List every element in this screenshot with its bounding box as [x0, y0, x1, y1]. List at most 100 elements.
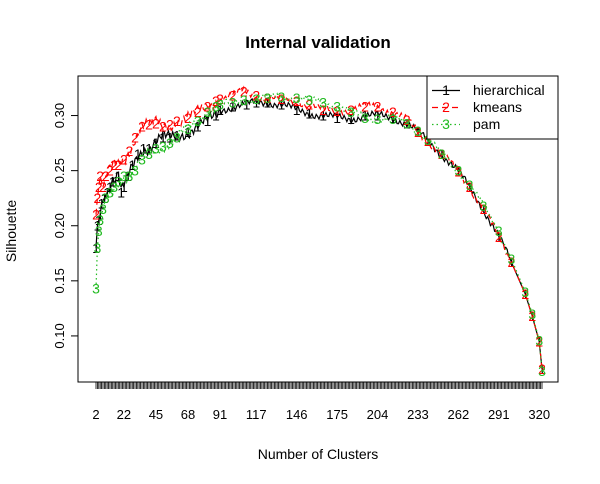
series-marker: 3 — [204, 104, 212, 120]
series-marker: 1 — [152, 135, 160, 151]
series-marker: 3 — [293, 90, 301, 106]
legend: 1 hierarchical 2 kmeans 3 pam — [426, 75, 559, 140]
series-marker: 2 — [277, 91, 285, 107]
legend-label: pam — [473, 116, 500, 132]
series-marker: 1 — [120, 179, 128, 195]
series-marker: 3 — [347, 104, 355, 120]
series-marker: 2 — [240, 83, 248, 99]
series-marker: 1 — [521, 286, 529, 302]
series-marker: 3 — [212, 99, 220, 115]
series-marker: 1 — [166, 130, 174, 146]
series-marker: 3 — [374, 111, 382, 127]
series-marker: 2 — [333, 103, 341, 119]
legend-marker: 3 — [442, 116, 450, 132]
series-marker: 2 — [166, 116, 174, 132]
series-marker: 2 — [374, 99, 382, 115]
series-marker: 1 — [204, 113, 212, 129]
series-marker: 1 — [103, 185, 111, 201]
series-marker: 2 — [106, 163, 114, 179]
series-marker: 3 — [535, 332, 543, 348]
series-marker: 1 — [92, 240, 100, 256]
x-tick-label: 233 — [407, 407, 429, 422]
series-marker: 2 — [102, 168, 110, 184]
chart-title: Internal validation — [245, 33, 390, 52]
series-marker: 3 — [507, 251, 515, 267]
x-axis-label: Number of Clusters — [258, 446, 379, 462]
series-marker: 1 — [212, 108, 220, 124]
series-marker: 2 — [389, 104, 397, 120]
series-marker: 2 — [96, 168, 104, 184]
series-marker: 3 — [319, 94, 327, 110]
series-marker: 3 — [126, 168, 134, 184]
series-marker: 3 — [538, 363, 546, 379]
y-tick-label: 0.30 — [52, 103, 67, 128]
series-marker: 1 — [333, 110, 341, 126]
series-marker: 1 — [100, 190, 108, 206]
y-axis: 0.10 0.15 0.20 0.25 0.30 — [52, 103, 78, 349]
series-marker: 3 — [145, 146, 153, 162]
series-marker: 1 — [194, 119, 202, 135]
series-marker: 2 — [454, 164, 462, 180]
series-marker: 2 — [110, 157, 118, 173]
x-tick-label: 68 — [181, 407, 195, 422]
series-marker: 2 — [229, 88, 237, 104]
series-marker: 1 — [361, 108, 369, 124]
series-marker: 2 — [92, 207, 100, 223]
series-marker: 2 — [184, 110, 192, 126]
series-marker: 3 — [114, 174, 122, 190]
series-marker: 2 — [159, 119, 167, 135]
series-marker: 2 — [145, 116, 153, 132]
series-marker: 1 — [159, 130, 167, 146]
series-marker: 2 — [173, 113, 181, 129]
series-marker: 3 — [466, 177, 474, 193]
series-marker: 1 — [252, 94, 260, 110]
series-marker: 3 — [95, 223, 103, 239]
series-marker: 3 — [454, 163, 462, 179]
series-marker: 2 — [414, 124, 422, 140]
y-tick-label: 0.10 — [52, 323, 67, 348]
series-marker: 2 — [528, 308, 536, 324]
series-marker: 3 — [194, 113, 202, 129]
series-marker: 3 — [480, 198, 488, 214]
series-marker: 1 — [424, 133, 432, 149]
series-marker: 2 — [361, 99, 369, 115]
series-marker: 3 — [521, 284, 529, 300]
x-axis-ticks — [95, 381, 543, 389]
series-marker: 3 — [216, 97, 224, 113]
x-tick-label: 291 — [488, 407, 510, 422]
series-marker: 2 — [521, 286, 529, 302]
series-marker: 2 — [480, 201, 488, 217]
series-marker: 3 — [138, 152, 146, 168]
series-marker: 1 — [403, 115, 411, 131]
series-marker: 2 — [99, 179, 107, 195]
series-marker: 1 — [216, 102, 224, 118]
series-marker: 3 — [240, 92, 248, 108]
series-marker: 3 — [361, 110, 369, 126]
series-marker: 2 — [264, 90, 272, 106]
series-marker: 3 — [277, 89, 285, 105]
series-marker: 1 — [134, 146, 142, 162]
series-marker: 3 — [414, 123, 422, 139]
series-marker: 2 — [293, 93, 301, 109]
series-marker: 3 — [229, 94, 237, 110]
series-marker: 1 — [93, 218, 101, 234]
series-marker: 2 — [152, 115, 160, 131]
series-line — [95, 85, 543, 370]
series-marker: 2 — [252, 88, 260, 104]
series-marker: 2 — [126, 143, 134, 159]
series-marker: 1 — [106, 179, 114, 195]
series-marker: 3 — [252, 91, 260, 107]
series-marker: 3 — [264, 90, 272, 106]
series-marker: 2 — [194, 104, 202, 120]
series-marker: 2 — [403, 112, 411, 128]
series-marker: 1 — [145, 141, 153, 157]
series-marker: 2 — [538, 361, 546, 377]
series-marker: 2 — [216, 91, 224, 107]
legend-marker: 1 — [442, 82, 450, 98]
series-marker: 1 — [277, 97, 285, 113]
series-marker: 1 — [95, 212, 103, 228]
